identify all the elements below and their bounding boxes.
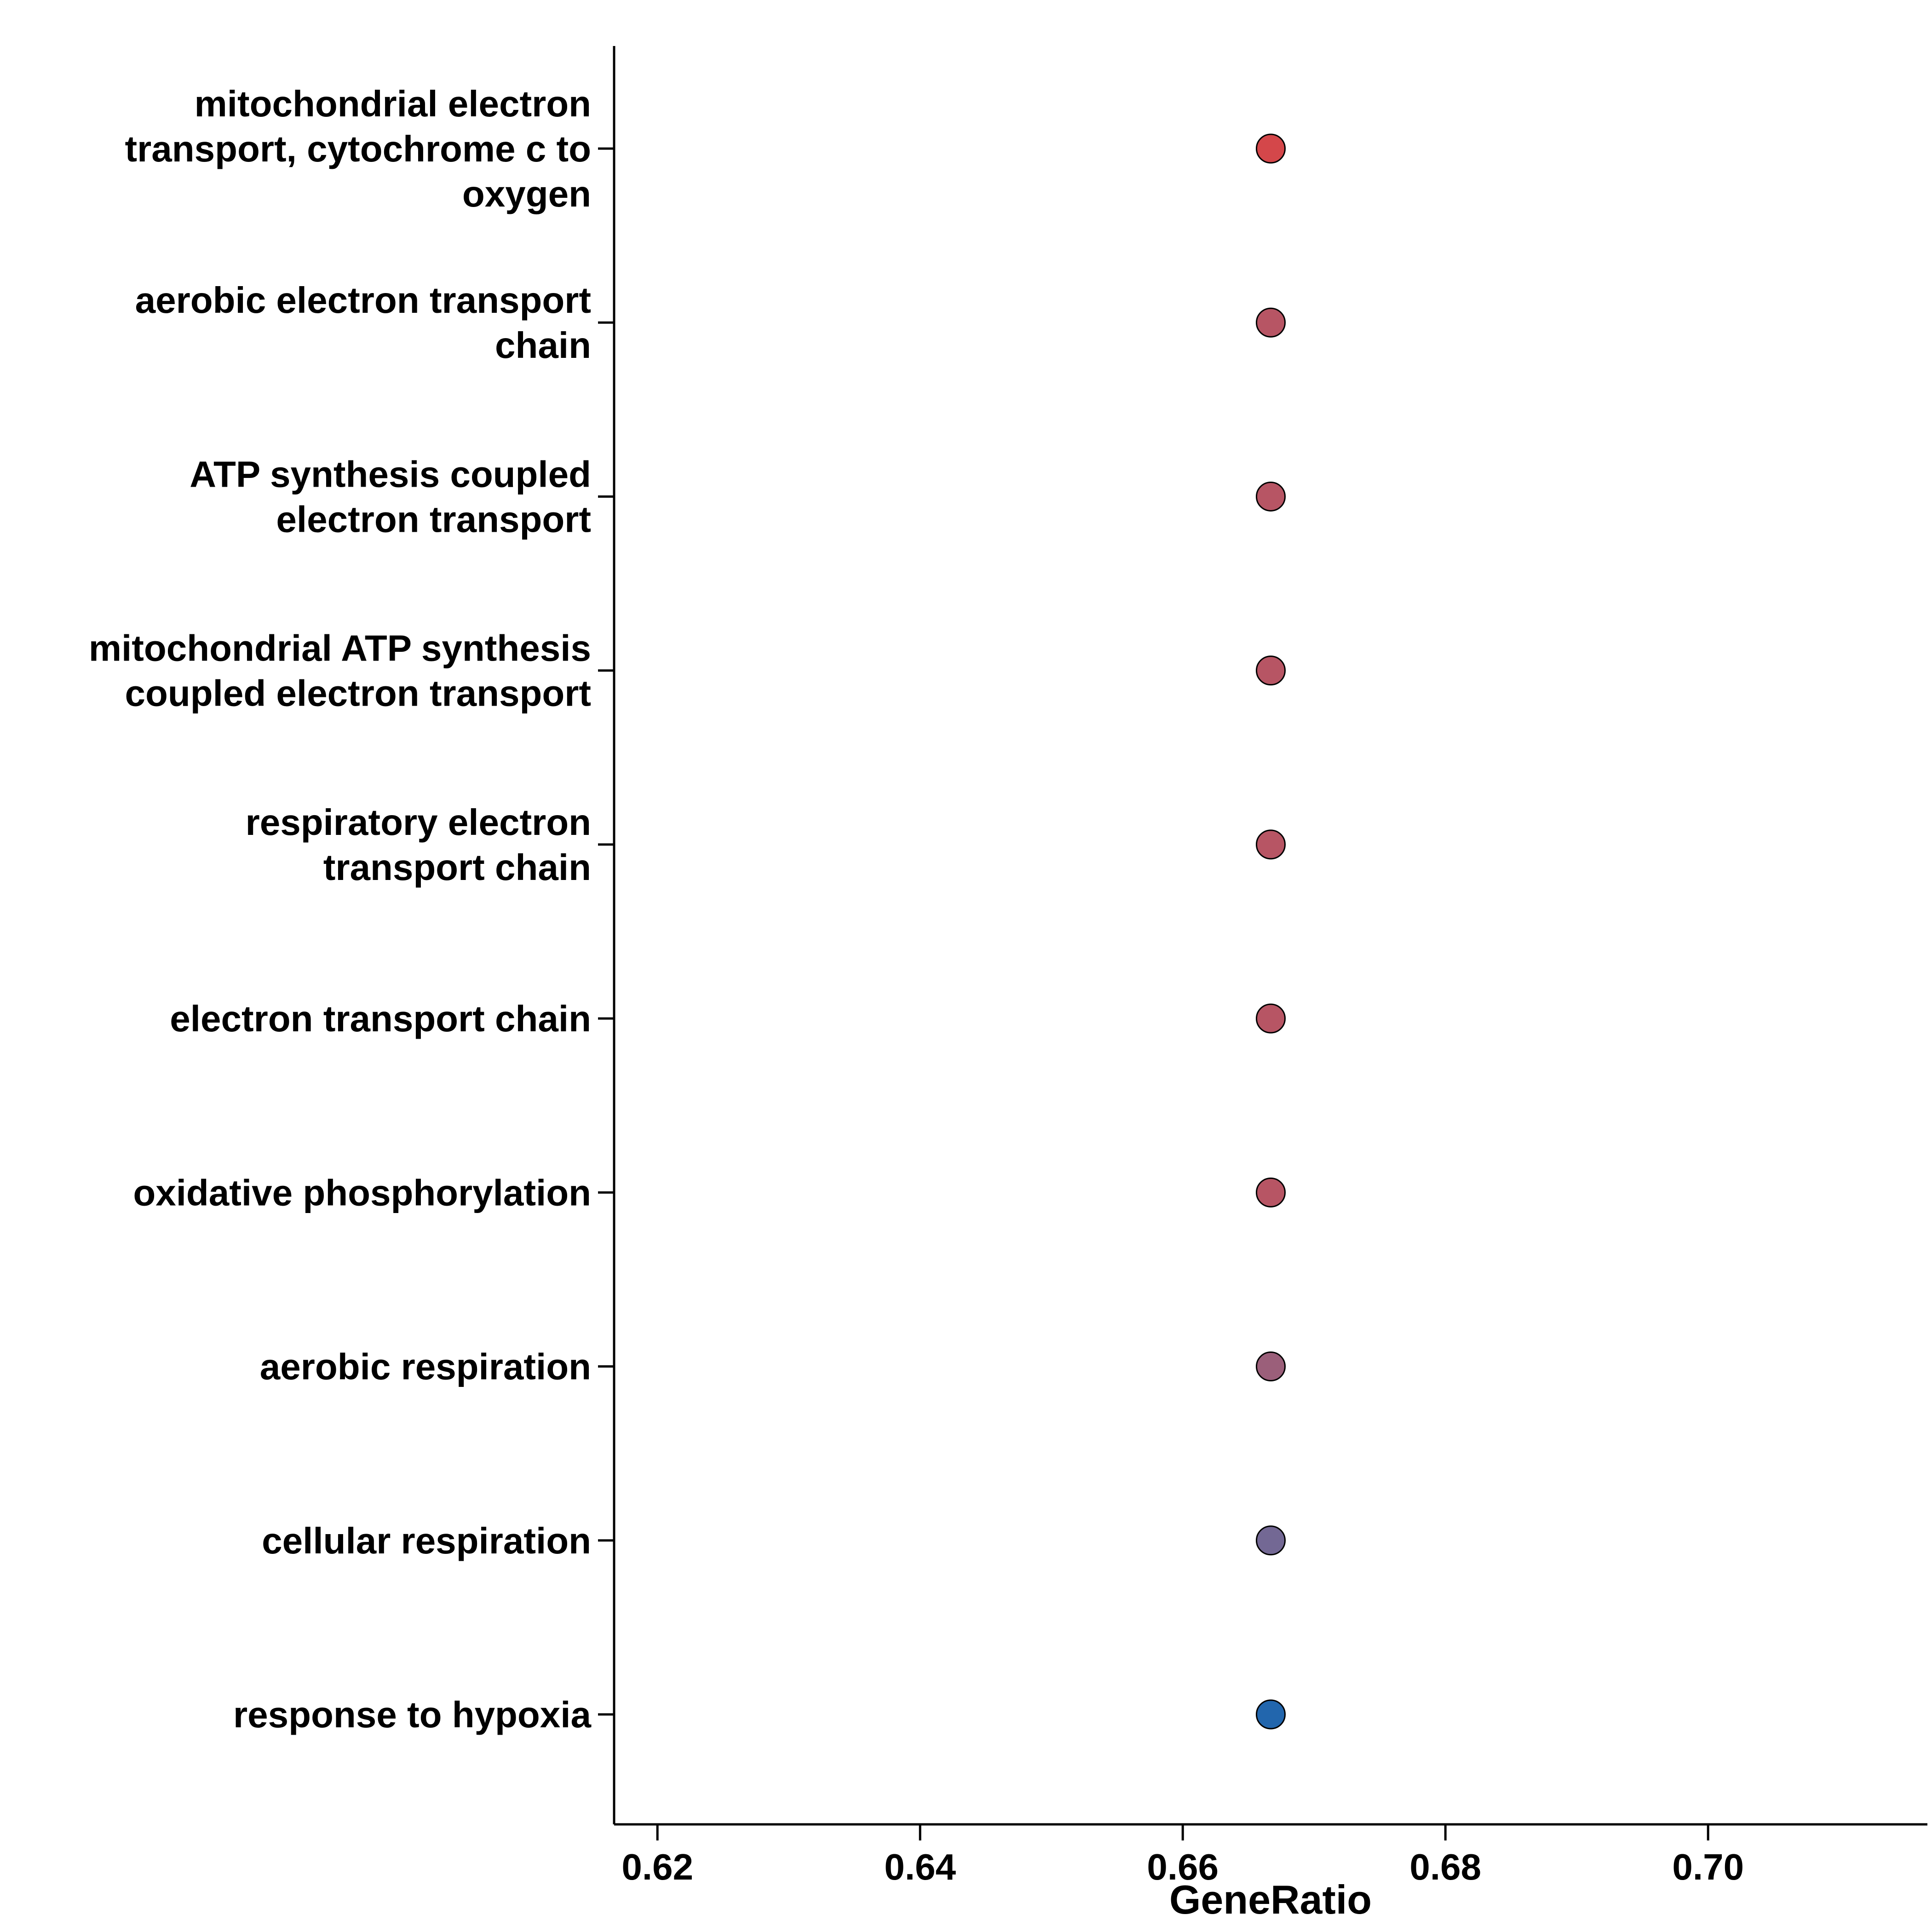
- y-tick-label: oxidative phosphorylation: [133, 1172, 591, 1213]
- y-axis-tick-labels: mitochondrial electron transport, cytochr…: [89, 83, 592, 1735]
- y-tick-label-line: mitochondrial electron: [195, 83, 591, 124]
- y-tick-label: electron transport chain: [170, 998, 591, 1039]
- data-point: [1256, 1351, 1286, 1382]
- data-point: [1256, 829, 1286, 860]
- y-tick-label: ATP synthesis coupled electron transport: [190, 454, 591, 540]
- y-tick-label: cellular respiration: [262, 1520, 591, 1561]
- y-tick-label-line: aerobic electron transport: [135, 280, 591, 321]
- y-tick-label-line: ATP synthesis coupled: [190, 454, 591, 494]
- y-tick-label-line: electron transport chain: [170, 998, 591, 1039]
- data-point: [1256, 307, 1286, 338]
- y-tick-label-line: oxygen: [462, 173, 591, 214]
- y-tick-label-line: aerobic respiration: [260, 1346, 591, 1387]
- x-axis-ticks: [656, 1824, 1709, 1840]
- y-tick-label: respiratory electron transport chain: [246, 802, 591, 888]
- y-tick-label: aerobic electron transport chain: [135, 280, 591, 366]
- x-tick-label: 0.62: [621, 1846, 693, 1887]
- y-tick-label: response to hypoxia: [233, 1694, 591, 1735]
- y-tick-label-line: electron transport: [276, 499, 591, 540]
- y-tick-label-line: transport chain: [323, 847, 591, 888]
- data-points: [1256, 133, 1286, 1730]
- y-tick-label-line: transport, cytochrome c to: [125, 128, 591, 169]
- y-tick-label-line: coupled electron transport: [125, 673, 591, 714]
- y-tick-label-line: mitochondrial ATP synthesis: [89, 628, 591, 669]
- x-axis-title: GeneRatio: [1169, 1877, 1372, 1922]
- y-axis-ticks: [598, 147, 614, 1716]
- data-point: [1256, 1003, 1286, 1034]
- data-point: [1256, 1525, 1286, 1556]
- y-tick-label: mitochondrial electron transport, cytochr…: [125, 83, 591, 214]
- y-tick-label-line: response to hypoxia: [233, 1694, 591, 1735]
- x-tick-label: 0.68: [1409, 1846, 1481, 1887]
- y-tick-label: mitochondrial ATP synthesis coupled elect…: [89, 628, 591, 714]
- x-tick-label: 0.64: [884, 1846, 956, 1887]
- data-point: [1256, 1177, 1286, 1208]
- x-tick-label: 0.70: [1672, 1846, 1744, 1887]
- y-tick-label-line: oxidative phosphorylation: [133, 1172, 591, 1213]
- x-axis-tick-labels: 0.62 0.64 0.66 0.68 0.70: [621, 1846, 1744, 1887]
- y-tick-label-line: chain: [495, 325, 591, 366]
- data-point: [1256, 133, 1286, 164]
- y-tick-label: aerobic respiration: [260, 1346, 591, 1387]
- data-point: [1256, 1699, 1286, 1730]
- x-tick-label: 0.66: [1147, 1846, 1219, 1887]
- y-tick-label-line: cellular respiration: [262, 1520, 591, 1561]
- y-tick-label-line: respiratory electron: [246, 802, 591, 843]
- data-point: [1256, 656, 1286, 686]
- data-point: [1256, 481, 1286, 512]
